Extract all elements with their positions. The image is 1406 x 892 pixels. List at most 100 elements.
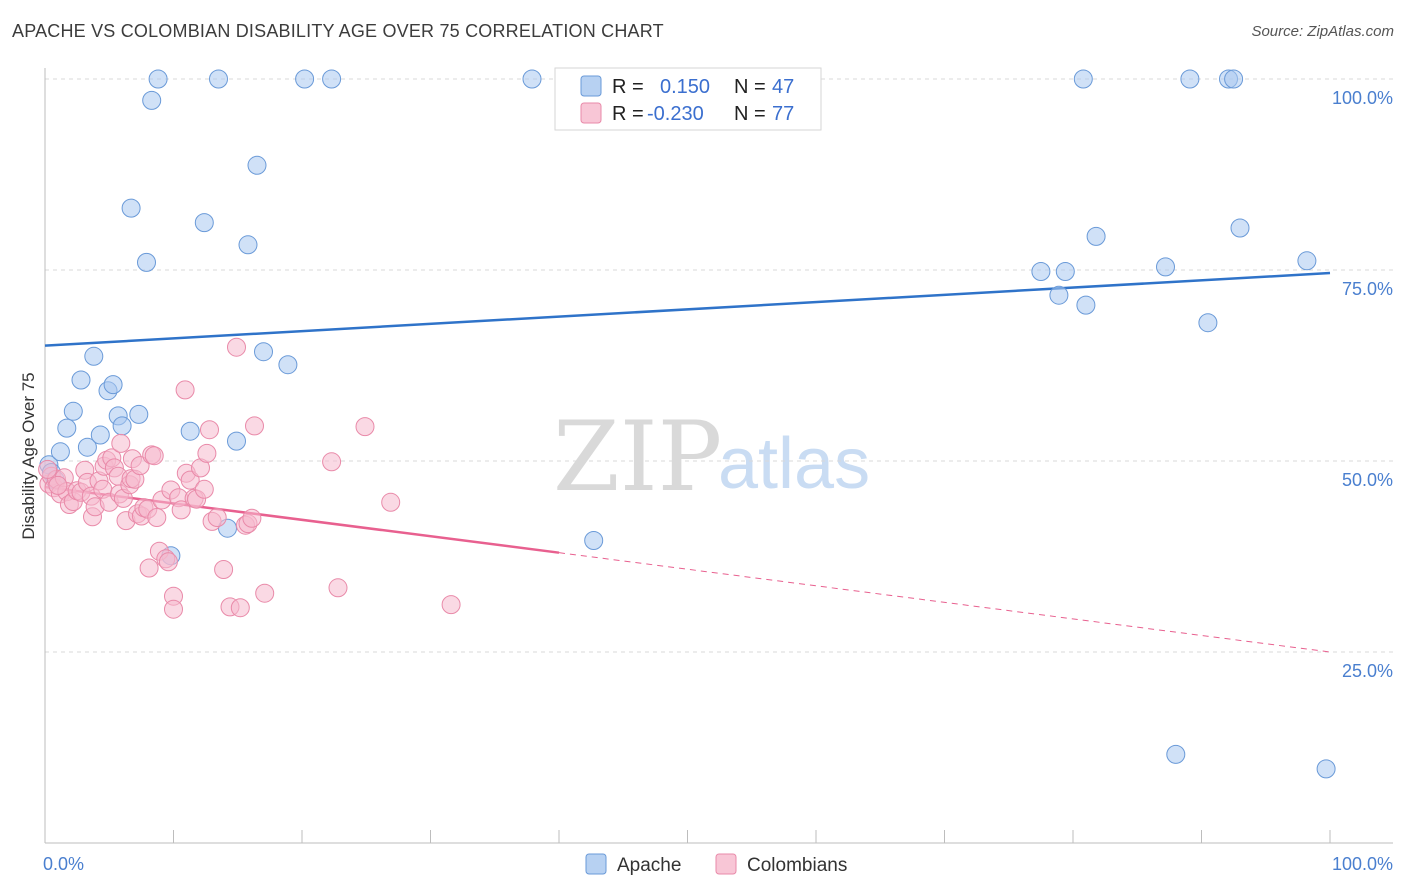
apache-point-25 xyxy=(238,235,258,255)
apache-point-26 xyxy=(247,155,267,175)
y-tick-label-75: 75.0% xyxy=(1342,279,1393,299)
colombian-point-67 xyxy=(242,508,262,528)
legend-colombians-n-label: N = xyxy=(734,103,766,125)
apache-point-33 xyxy=(1031,262,1051,281)
apache-trend-line xyxy=(44,271,1331,347)
legend-swatch-apache xyxy=(580,75,602,97)
legend-colombians-r-label: R = xyxy=(612,103,644,125)
colombian-point-49 xyxy=(171,500,191,520)
source-label: Source: ZipAtlas.com xyxy=(1251,23,1394,40)
colombian-point-74 xyxy=(441,595,461,615)
apache-point-38 xyxy=(1086,226,1106,246)
gridlines xyxy=(45,78,1393,653)
x-tick-label-0: 0.0% xyxy=(43,854,84,874)
watermark-atlas: atlas xyxy=(718,424,870,504)
colombian-point-37 xyxy=(139,558,159,578)
apache-point-17 xyxy=(142,90,162,110)
colombian-point-50 xyxy=(175,380,195,400)
colombian-point-64 xyxy=(230,598,250,618)
apache-point-39 xyxy=(1156,257,1175,277)
watermark-zip: ZIP xyxy=(553,401,722,513)
apache-point-44 xyxy=(1224,69,1244,89)
colombian-trend-line-dashed xyxy=(558,552,1331,653)
colombian-point-60 xyxy=(207,508,227,527)
apache-point-31 xyxy=(522,69,542,89)
apache-point-4 xyxy=(57,418,77,438)
bottom-legend: Apache Colombians xyxy=(585,853,847,876)
apache-point-14 xyxy=(121,198,141,218)
apache-point-20 xyxy=(180,421,200,441)
apache-point-22 xyxy=(209,69,228,89)
apache-point-5 xyxy=(63,401,83,421)
colombian-point-57 xyxy=(197,443,217,463)
colombian-point-73 xyxy=(381,492,401,512)
y-tick-label-100: 100.0% xyxy=(1332,88,1393,108)
apache-point-32 xyxy=(584,531,604,550)
colombian-point-44 xyxy=(158,552,178,572)
colombian-point-47 xyxy=(164,599,183,619)
apache-point-36 xyxy=(1073,69,1093,89)
bottom-legend-apache-label: Apache xyxy=(617,855,681,876)
colombian-point-63 xyxy=(227,337,246,357)
apache-point-15 xyxy=(129,404,149,424)
apache-point-41 xyxy=(1180,69,1200,89)
apache-point-34 xyxy=(1049,285,1069,305)
colombian-point-56 xyxy=(194,479,214,499)
apache-point-21 xyxy=(194,213,214,233)
colombian-point-61 xyxy=(214,560,234,579)
x-tick-label-100: 100.0% xyxy=(1332,854,1393,874)
apache-point-9 xyxy=(90,425,110,445)
colombian-point-69 xyxy=(255,583,275,603)
apache-point-24 xyxy=(227,431,246,451)
apache-point-46 xyxy=(1297,251,1317,271)
colombian-point-76 xyxy=(48,475,68,495)
watermark: ZIP atlas xyxy=(553,401,870,513)
y-tick-labels: 25.0% 50.0% 75.0% 100.0% xyxy=(1332,88,1393,681)
legend-colombians-n-value: 77 xyxy=(772,103,794,125)
apache-point-42 xyxy=(1198,313,1218,333)
apache-point-45 xyxy=(1230,218,1250,238)
apache-point-40 xyxy=(1166,744,1186,764)
colombian-point-40 xyxy=(147,508,167,527)
apache-point-30 xyxy=(322,69,342,89)
bottom-legend-swatch-apache xyxy=(585,853,607,875)
y-axis-label: Disability Age Over 75 xyxy=(19,372,38,539)
apache-point-29 xyxy=(295,69,315,89)
bottom-legend-swatch-colombians xyxy=(715,853,737,875)
colombian-point-72 xyxy=(355,417,375,437)
legend-apache-r-label: R = xyxy=(612,76,644,98)
apache-point-16 xyxy=(137,252,156,272)
colombian-point-71 xyxy=(328,578,348,598)
apache-point-47 xyxy=(1316,759,1336,779)
apache-point-7 xyxy=(77,437,97,457)
colombian-point-70 xyxy=(322,452,342,472)
legend-apache-r-value: 0.150 xyxy=(660,76,710,98)
apache-point-27 xyxy=(254,342,273,362)
colombian-point-52 xyxy=(180,470,200,490)
colombian-point-39 xyxy=(144,446,164,466)
apache-point-28 xyxy=(278,355,298,375)
axes xyxy=(44,68,1393,844)
y-tick-label-25: 25.0% xyxy=(1342,661,1393,681)
colombian-point-68 xyxy=(245,416,264,436)
apache-point-37 xyxy=(1076,295,1096,315)
colombian-point-25 xyxy=(111,433,131,453)
colombian-point-58 xyxy=(200,420,219,440)
data-points xyxy=(38,69,1336,779)
chart-title: APACHE VS COLOMBIAN DISABILITY AGE OVER … xyxy=(12,21,664,41)
legend-apache-n-label: N = xyxy=(734,76,766,98)
apache-point-8 xyxy=(84,346,104,366)
colombian-point-75 xyxy=(38,459,58,479)
apache-point-3 xyxy=(50,442,70,462)
bottom-legend-colombians-label: Colombians xyxy=(747,855,847,876)
apache-point-18 xyxy=(148,69,168,89)
legend-apache-n-value: 47 xyxy=(772,76,794,98)
y-tick-label-50: 50.0% xyxy=(1342,470,1393,490)
legend: R = 0.150 N = 47 R = -0.230 N = 77 xyxy=(554,67,822,131)
apache-point-11 xyxy=(103,375,123,395)
legend-colombians-r-value: -0.230 xyxy=(647,103,704,125)
apache-point-13 xyxy=(112,416,132,436)
apache-point-35 xyxy=(1055,262,1075,281)
apache-point-6 xyxy=(71,370,91,390)
